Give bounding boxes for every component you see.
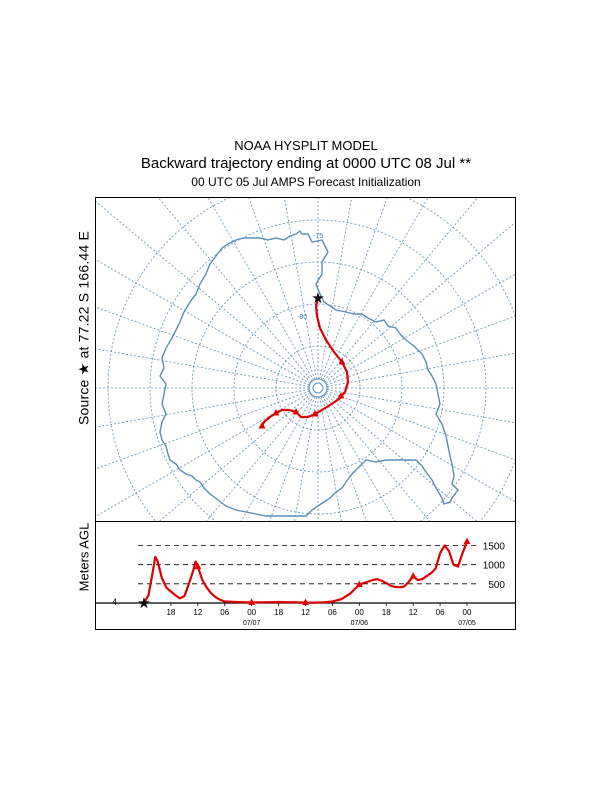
meridian-line	[269, 396, 316, 521]
time-tick-label: 06	[220, 608, 229, 617]
meridian-line	[324, 222, 515, 383]
meridian-line	[158, 198, 313, 382]
meridian-line	[319, 396, 342, 521]
start-level-label: 4	[112, 597, 118, 607]
date-label: 07/05	[458, 620, 476, 627]
meridian-line	[205, 394, 313, 521]
meridian-line	[96, 392, 311, 517]
height-tick-label: 1500	[483, 542, 506, 553]
height-marker	[302, 598, 309, 606]
meridian-line	[248, 198, 316, 380]
time-tick-label: 12	[301, 608, 310, 617]
trajectory-title: Backward trajectory ending at 0000 UTC 0…	[140, 155, 472, 172]
meridian-line	[96, 389, 310, 428]
latitude-ring	[149, 219, 487, 521]
latitude-ring	[233, 303, 403, 473]
latitude-ring-label: -80	[297, 314, 308, 321]
antarctica-coastline	[159, 229, 459, 517]
time-tick-label: 00	[355, 608, 364, 617]
meridian-line	[320, 198, 388, 380]
model-title: NOAA HYSPLIT MODEL	[234, 138, 378, 153]
height-tick-label: 1000	[483, 561, 506, 572]
meridian-line	[96, 201, 312, 383]
meridian-line	[284, 198, 317, 380]
trajectory-marker	[338, 358, 346, 365]
height-series-line	[143, 541, 469, 604]
height-marker	[409, 572, 417, 579]
meridian-line	[320, 396, 367, 521]
altitude-axis-label: Meters AGL	[76, 522, 92, 592]
date-label: 07/06	[351, 620, 369, 627]
trajectory-map-panel: ★	[95, 197, 516, 522]
trajectory-marker	[337, 392, 345, 399]
polar-map: ★	[96, 198, 515, 521]
meridian-line	[322, 198, 429, 381]
meridian-line	[324, 393, 478, 521]
trajectory-marker	[258, 422, 266, 429]
trajectory-path	[261, 297, 350, 427]
altitude-chart: 500 1000 1500 18 12 06 00 07/07 18 12 06 00 07/06 18 1…	[96, 537, 515, 627]
time-tick-label: 18	[166, 608, 175, 617]
height-marker	[355, 580, 363, 588]
trajectory-markers	[258, 358, 346, 429]
meridian-line	[207, 198, 314, 381]
meridian-line	[96, 390, 310, 470]
meridian-label: -75	[313, 233, 324, 240]
altitude-panel: 500 1000 1500 18 12 06 00 07/07 18 12 06 00 07/06 18 1…	[95, 521, 516, 630]
height-tick-label: 500	[488, 580, 505, 591]
meridian-line	[294, 396, 317, 521]
initialization-subtitle: 00 UTC 05 Jul AMPS Forecast Initializati…	[191, 175, 421, 189]
meridian-line	[96, 259, 311, 384]
time-tick-label: 00	[247, 608, 256, 617]
height-marker	[248, 598, 256, 605]
trajectory-marker	[272, 409, 280, 416]
trajectory-marker	[292, 408, 300, 415]
meridian-line	[323, 394, 431, 521]
meridian-line	[322, 395, 396, 521]
source-star-marker: ★	[311, 289, 324, 307]
time-tick-label: 12	[409, 608, 418, 617]
latitude-ring	[308, 378, 328, 398]
meridian-line	[96, 348, 310, 387]
time-tick-label: 12	[193, 608, 202, 617]
meridian-line	[326, 352, 515, 387]
meridian-line	[323, 198, 478, 382]
meridian-line	[96, 306, 310, 386]
height-marker	[194, 562, 202, 570]
meridian-line	[158, 393, 312, 521]
meridian-line	[325, 273, 515, 384]
time-tick-label: 06	[328, 608, 337, 617]
lat-lon-grid	[96, 198, 515, 521]
meridian-line	[240, 395, 314, 521]
time-tick-label: 18	[382, 608, 391, 617]
meridian-line	[319, 198, 352, 380]
latitude-ring	[312, 382, 324, 394]
height-marker	[463, 537, 471, 545]
height-source-star: ★	[137, 594, 150, 612]
time-tick-label: 06	[436, 608, 445, 617]
meridian-line	[326, 389, 515, 424]
source-location-label: Source ★ at 77.22 S 166.44 E	[75, 230, 92, 426]
trajectory-marker	[311, 410, 319, 417]
time-tick-label: 00	[463, 608, 472, 617]
time-tick-label: 18	[274, 608, 283, 617]
date-label: 07/07	[243, 620, 261, 627]
meridian-line	[326, 315, 515, 386]
meridian-line	[326, 390, 515, 461]
meridian-line	[325, 392, 515, 503]
